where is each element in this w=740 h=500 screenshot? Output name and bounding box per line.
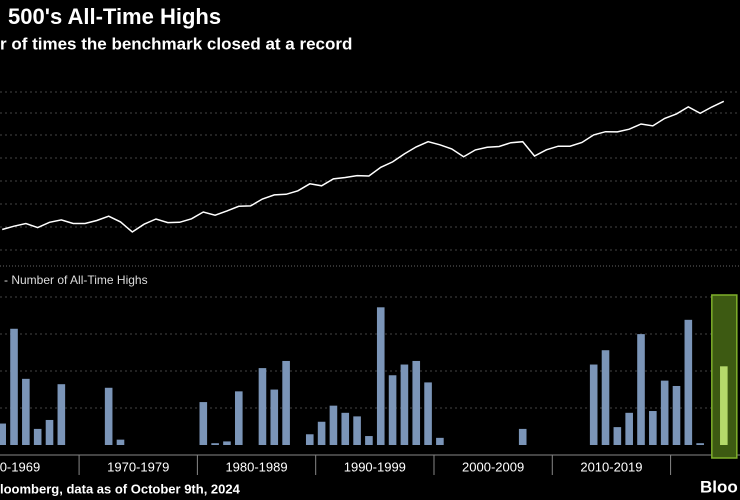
bar — [57, 384, 66, 445]
bar — [637, 334, 645, 445]
bar — [518, 428, 527, 445]
bar — [388, 375, 397, 445]
bar — [45, 419, 54, 445]
bar — [223, 441, 231, 445]
bar — [720, 366, 728, 445]
bar — [329, 405, 338, 445]
bar — [400, 364, 409, 445]
bar — [22, 378, 30, 445]
bar — [436, 437, 444, 445]
bar — [365, 436, 373, 445]
chart-subtitle: r of times the benchmark closed at a rec… — [0, 34, 352, 53]
x-tick-label: 0-1969 — [0, 459, 40, 474]
grid — [0, 91, 740, 409]
bar — [0, 423, 6, 445]
bar — [116, 439, 125, 445]
x-tick-label: 2010-2019 — [580, 459, 642, 474]
x-tick-label: 2000-2009 — [462, 459, 524, 474]
bar — [10, 328, 18, 445]
bar — [341, 412, 350, 445]
bar — [684, 319, 693, 445]
bar — [211, 443, 219, 445]
bar — [696, 443, 704, 445]
bar — [672, 385, 681, 445]
bar — [234, 391, 243, 445]
source: loomberg, data as of October 9th, 2024 — [0, 481, 241, 496]
bar — [660, 380, 669, 445]
bar — [270, 389, 279, 445]
bar — [258, 368, 267, 445]
x-tick-label: 1970-1979 — [107, 459, 169, 474]
bar — [589, 364, 598, 445]
bar — [282, 360, 290, 445]
bar — [424, 382, 432, 445]
index-line — [1, 100, 725, 233]
bar — [625, 412, 633, 445]
bar — [649, 411, 657, 445]
bar — [199, 402, 208, 445]
bar — [353, 416, 361, 445]
x-tick-label: 1990-1999 — [344, 459, 406, 474]
logo: Bloo — [700, 477, 738, 496]
bar — [412, 360, 421, 445]
bar — [33, 428, 42, 445]
bar — [601, 350, 610, 445]
bar — [613, 427, 622, 445]
bar — [104, 387, 113, 445]
bar — [317, 421, 326, 445]
bar — [376, 307, 385, 445]
chart-title: 500's All-Time Highs — [8, 4, 221, 29]
x-tick-label: 1980-1989 — [225, 459, 287, 474]
legend-label: - Number of All-Time Highs — [4, 273, 148, 287]
bar — [305, 434, 314, 445]
